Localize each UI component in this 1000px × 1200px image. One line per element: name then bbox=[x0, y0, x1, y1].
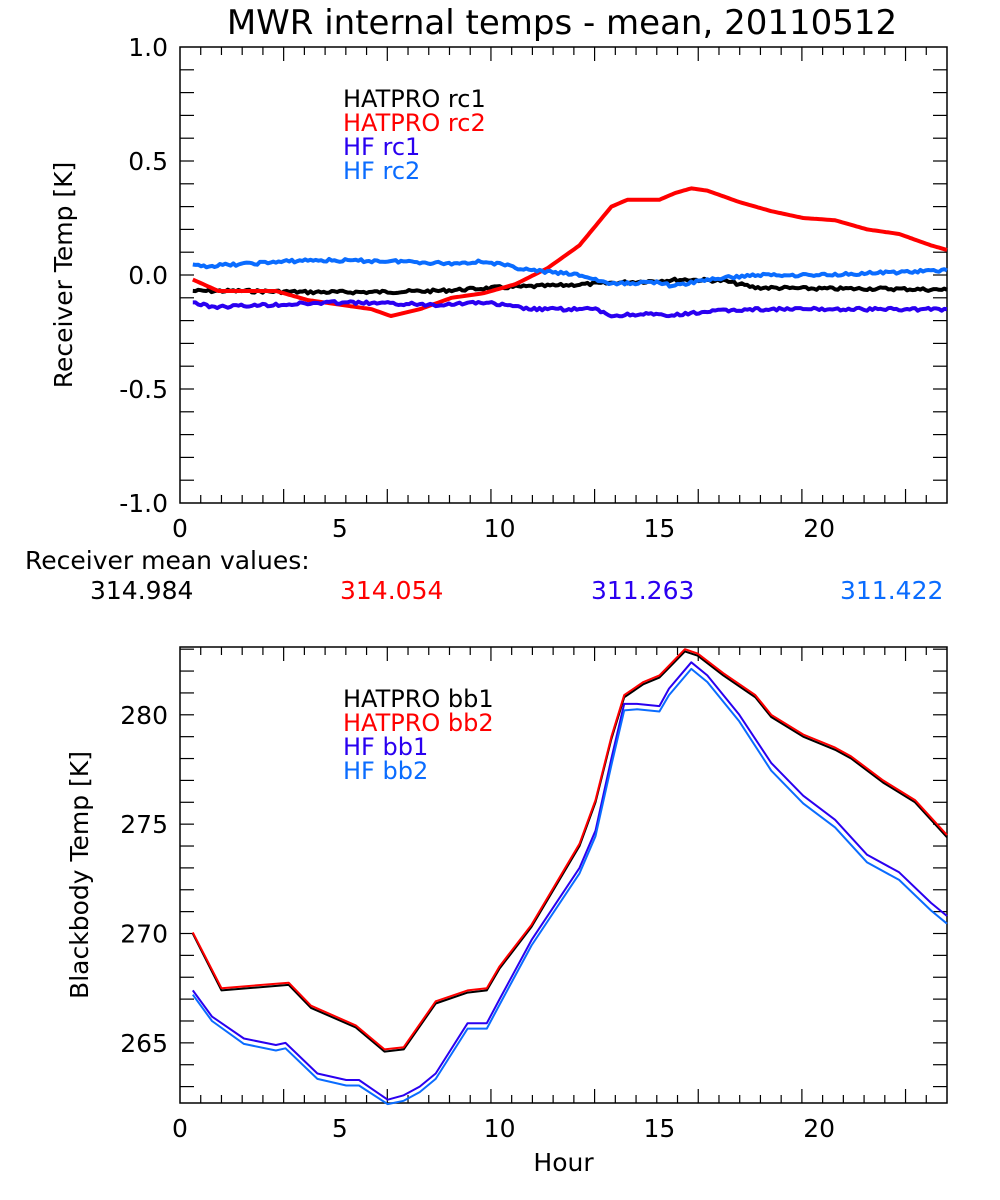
series-line-hatpro-rc2 bbox=[191, 186, 948, 318]
x-tick-label: 15 bbox=[643, 1114, 675, 1143]
series-line-hatpro-bb2 bbox=[191, 648, 948, 1051]
receiver-mean-hf-rc1: 311.263 bbox=[591, 576, 695, 605]
y-tick-label: 1.0 bbox=[128, 33, 168, 62]
y-tick-label: 265 bbox=[120, 1029, 168, 1058]
x-tick-label: 5 bbox=[332, 1114, 348, 1143]
receiver-means-label: Receiver mean values: bbox=[25, 546, 310, 575]
series-line-hf-rc2 bbox=[192, 256, 948, 289]
y-tick-label: 0.5 bbox=[128, 147, 168, 176]
y-tick-label: 275 bbox=[120, 810, 168, 839]
y-tick-label: 0.0 bbox=[128, 261, 168, 290]
legend-entry: HF rc2 bbox=[343, 157, 420, 185]
y-tick-label: -1.0 bbox=[119, 489, 168, 518]
x-tick-label: 10 bbox=[484, 514, 516, 543]
y-tick-label: 270 bbox=[120, 920, 168, 949]
x-tick-label: 10 bbox=[484, 1114, 516, 1143]
chart-title: MWR internal temps - mean, 20110512 bbox=[227, 3, 897, 43]
x-tick-label: 20 bbox=[803, 514, 835, 543]
legend-entry: HF rc1 bbox=[343, 133, 420, 161]
receiver-temp-panel: 0 5 10 15 20 -1.0 -0.5 0.0 0.5 1.0 Receiver Temp [… bbox=[49, 33, 948, 543]
legend-entry: HATPRO rc2 bbox=[343, 109, 486, 137]
receiver-mean-hatpro-rc1: 314.984 bbox=[90, 576, 194, 605]
legend-entry: HF bb2 bbox=[343, 757, 428, 785]
y-tick-label: -0.5 bbox=[119, 375, 168, 404]
x-tick-label: 15 bbox=[643, 514, 675, 543]
series-line-hf-rc1 bbox=[192, 299, 948, 319]
x-tick-label: 20 bbox=[803, 1114, 835, 1143]
series-line-hatpro-rc1 bbox=[192, 276, 948, 296]
plot-frame bbox=[179, 646, 948, 1104]
y-axis-label: Blackbody Temp [K] bbox=[65, 751, 94, 999]
legend-entry: HATPRO bb1 bbox=[343, 685, 494, 713]
receiver-mean-hatpro-rc2: 314.054 bbox=[340, 576, 444, 605]
x-tick-label: 5 bbox=[332, 514, 348, 543]
y-tick-label: 280 bbox=[120, 701, 168, 730]
x-tick-label: 0 bbox=[172, 1114, 188, 1143]
receiver-mean-hf-rc2: 311.422 bbox=[840, 576, 944, 605]
legend-entry: HATPRO bb2 bbox=[343, 709, 494, 737]
x-axis-label: Hour bbox=[533, 1148, 594, 1177]
series-line-hf-bb2 bbox=[191, 667, 948, 1106]
legend-entry: HF bb1 bbox=[343, 733, 428, 761]
y-axis-label: Receiver Temp [K] bbox=[49, 162, 78, 389]
x-tick-label: 0 bbox=[172, 514, 188, 543]
blackbody-temp-panel: 0 5 10 15 20 265 270 275 280 Blackbody Temp [K] Ho… bbox=[65, 646, 948, 1177]
series-line-hf-bb1 bbox=[191, 661, 948, 1101]
legend-entry: HATPRO rc1 bbox=[343, 85, 486, 113]
series-line-hatpro-bb1 bbox=[191, 650, 948, 1053]
